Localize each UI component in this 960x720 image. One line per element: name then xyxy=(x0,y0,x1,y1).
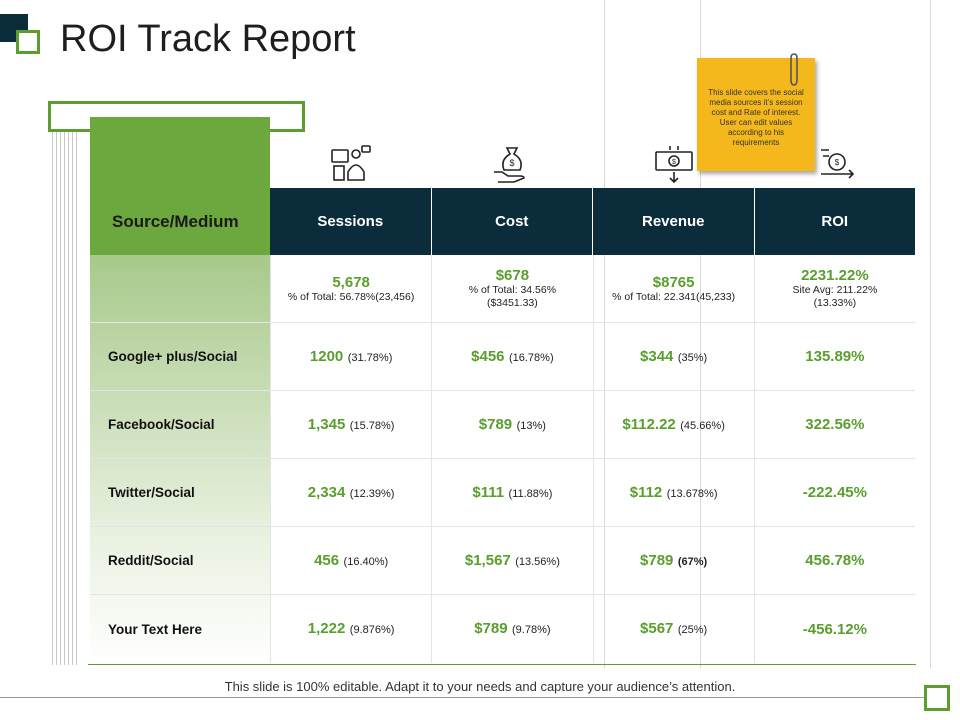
roi-value: -222.45% xyxy=(802,484,867,501)
totals-revenue-value: $8765 xyxy=(652,273,695,291)
sessions-value: 1,222 xyxy=(307,620,346,637)
background-line xyxy=(930,0,931,668)
revenue-pct: (67%) xyxy=(677,555,708,568)
sessions-value: 2,334 xyxy=(307,483,346,501)
table-row: Reddit/Social 456 (16.40%) $1,567 (13.56… xyxy=(90,527,915,595)
header-sessions: Sessions xyxy=(317,213,384,230)
people-screen-icon xyxy=(328,142,372,186)
background-line xyxy=(700,0,701,668)
header-roi: ROI xyxy=(753,188,916,255)
roi-value: 456.78% xyxy=(805,552,865,569)
cost-pct: (13.56%) xyxy=(515,555,560,568)
totals-revenue: $8765 % of Total: 22.341(45,233) xyxy=(592,255,754,322)
roi-cycle-icon: $ xyxy=(815,142,859,186)
svg-text:$: $ xyxy=(835,158,840,167)
totals-cost-value: $678 xyxy=(495,267,530,284)
revenue-value: $112 xyxy=(629,483,663,501)
table-row: Facebook/Social 1,345 (15.78%) $789 (13%… xyxy=(90,391,915,459)
cost-pct: (11.88%) xyxy=(508,487,553,500)
source-medium-header: Source/Medium xyxy=(112,211,239,231)
sessions-pct: (9.876%) xyxy=(349,624,395,636)
revenue-pct: (25%) xyxy=(677,624,708,636)
revenue-value: $112.22 xyxy=(622,415,676,433)
corner-outline-square xyxy=(16,30,40,54)
sessions-pct: (31.78%) xyxy=(347,351,393,364)
row-label: Google+ plus/Social xyxy=(108,349,238,364)
money-bag-hand-icon: $ xyxy=(490,142,534,186)
cost-pct: (16.78%) xyxy=(508,351,554,364)
roi-value: -456.12% xyxy=(802,620,867,638)
sticky-note: This slide covers the social media sourc… xyxy=(697,58,815,171)
source-column-background xyxy=(90,255,270,665)
totals-revenue-sub: % of Total: 22.341(45,233) xyxy=(612,290,736,303)
revenue-value: $344 xyxy=(640,347,674,365)
table-bottom-rule xyxy=(88,664,916,665)
totals-row: 5,678 % of Total: 56.78%(23,456) $678 % … xyxy=(90,255,915,323)
table-row: Google+ plus/Social 1200 (31.78%) $456 (… xyxy=(90,323,915,391)
totals-cost: $678 % of Total: 34.56%($3451.33) xyxy=(431,255,592,322)
background-line xyxy=(604,0,605,668)
footer-rule xyxy=(0,697,930,698)
table-row: Twitter/Social 2,334 (12.39%) $111 (11.8… xyxy=(90,459,915,527)
revenue-pct: (45.66%) xyxy=(680,419,725,432)
page-title: ROI Track Report xyxy=(60,18,356,60)
header-revenue: Revenue xyxy=(592,188,754,255)
table-body: 5,678 % of Total: 56.78%(23,456) $678 % … xyxy=(90,255,915,665)
row-label: Your Text Here xyxy=(108,621,203,637)
footer-text: This slide is 100% editable. Adapt it to… xyxy=(224,679,736,694)
svg-text:$: $ xyxy=(509,158,514,168)
paperclip-icon xyxy=(787,52,801,88)
totals-roi: 2231.22% Site Avg: 211.22%(13.33%) xyxy=(753,255,915,322)
row-label: Reddit/Social xyxy=(108,553,194,568)
header-cost: Cost xyxy=(430,188,593,255)
revenue-value: $789 xyxy=(640,551,674,569)
totals-label xyxy=(90,255,270,322)
sessions-pct: (16.40%) xyxy=(343,555,389,568)
cost-value: $789 xyxy=(478,415,513,433)
svg-text:$: $ xyxy=(672,159,676,166)
totals-sessions-value: 5,678 xyxy=(332,273,370,291)
totals-cost-sub: % of Total: 34.56%($3451.33) xyxy=(468,284,557,309)
cost-value: $789 xyxy=(474,620,508,637)
cost-value: $111 xyxy=(472,483,505,501)
table-row: Your Text Here 1,222 (9.876%) $789 (9.78… xyxy=(90,595,915,663)
source-header-block xyxy=(90,117,270,257)
table-header: Sessions Cost Revenue ROI xyxy=(270,188,915,255)
revenue-value: $567 xyxy=(640,620,674,637)
cost-value: $1,567 xyxy=(464,551,511,569)
sessions-value: 1,345 xyxy=(307,415,346,433)
cash-register-icon: $ xyxy=(652,142,696,186)
footer-outline-square xyxy=(924,685,950,711)
revenue-pct: (13.678%) xyxy=(666,487,718,500)
row-label: Facebook/Social xyxy=(108,417,215,432)
sessions-pct: (15.78%) xyxy=(349,419,395,432)
roi-value: 135.89% xyxy=(805,348,865,365)
cost-value: $456 xyxy=(471,347,505,365)
totals-sessions-sub: % of Total: 56.78%(23,456) xyxy=(287,290,415,303)
decorative-stripes xyxy=(52,132,78,665)
totals-roi-sub: Site Avg: 211.22%(13.33%) xyxy=(792,284,878,309)
totals-sessions: 5,678 % of Total: 56.78%(23,456) xyxy=(270,255,431,322)
revenue-pct: (35%) xyxy=(677,351,708,364)
row-label: Twitter/Social xyxy=(108,485,195,500)
cost-pct: (9.78%) xyxy=(512,624,551,636)
sessions-value: 456 xyxy=(314,551,340,569)
totals-roi-value: 2231.22% xyxy=(801,267,869,284)
sessions-pct: (12.39%) xyxy=(349,487,395,500)
roi-value: 322.56% xyxy=(805,416,865,433)
sessions-value: 1200 xyxy=(309,347,344,365)
cost-pct: (13%) xyxy=(516,419,546,432)
